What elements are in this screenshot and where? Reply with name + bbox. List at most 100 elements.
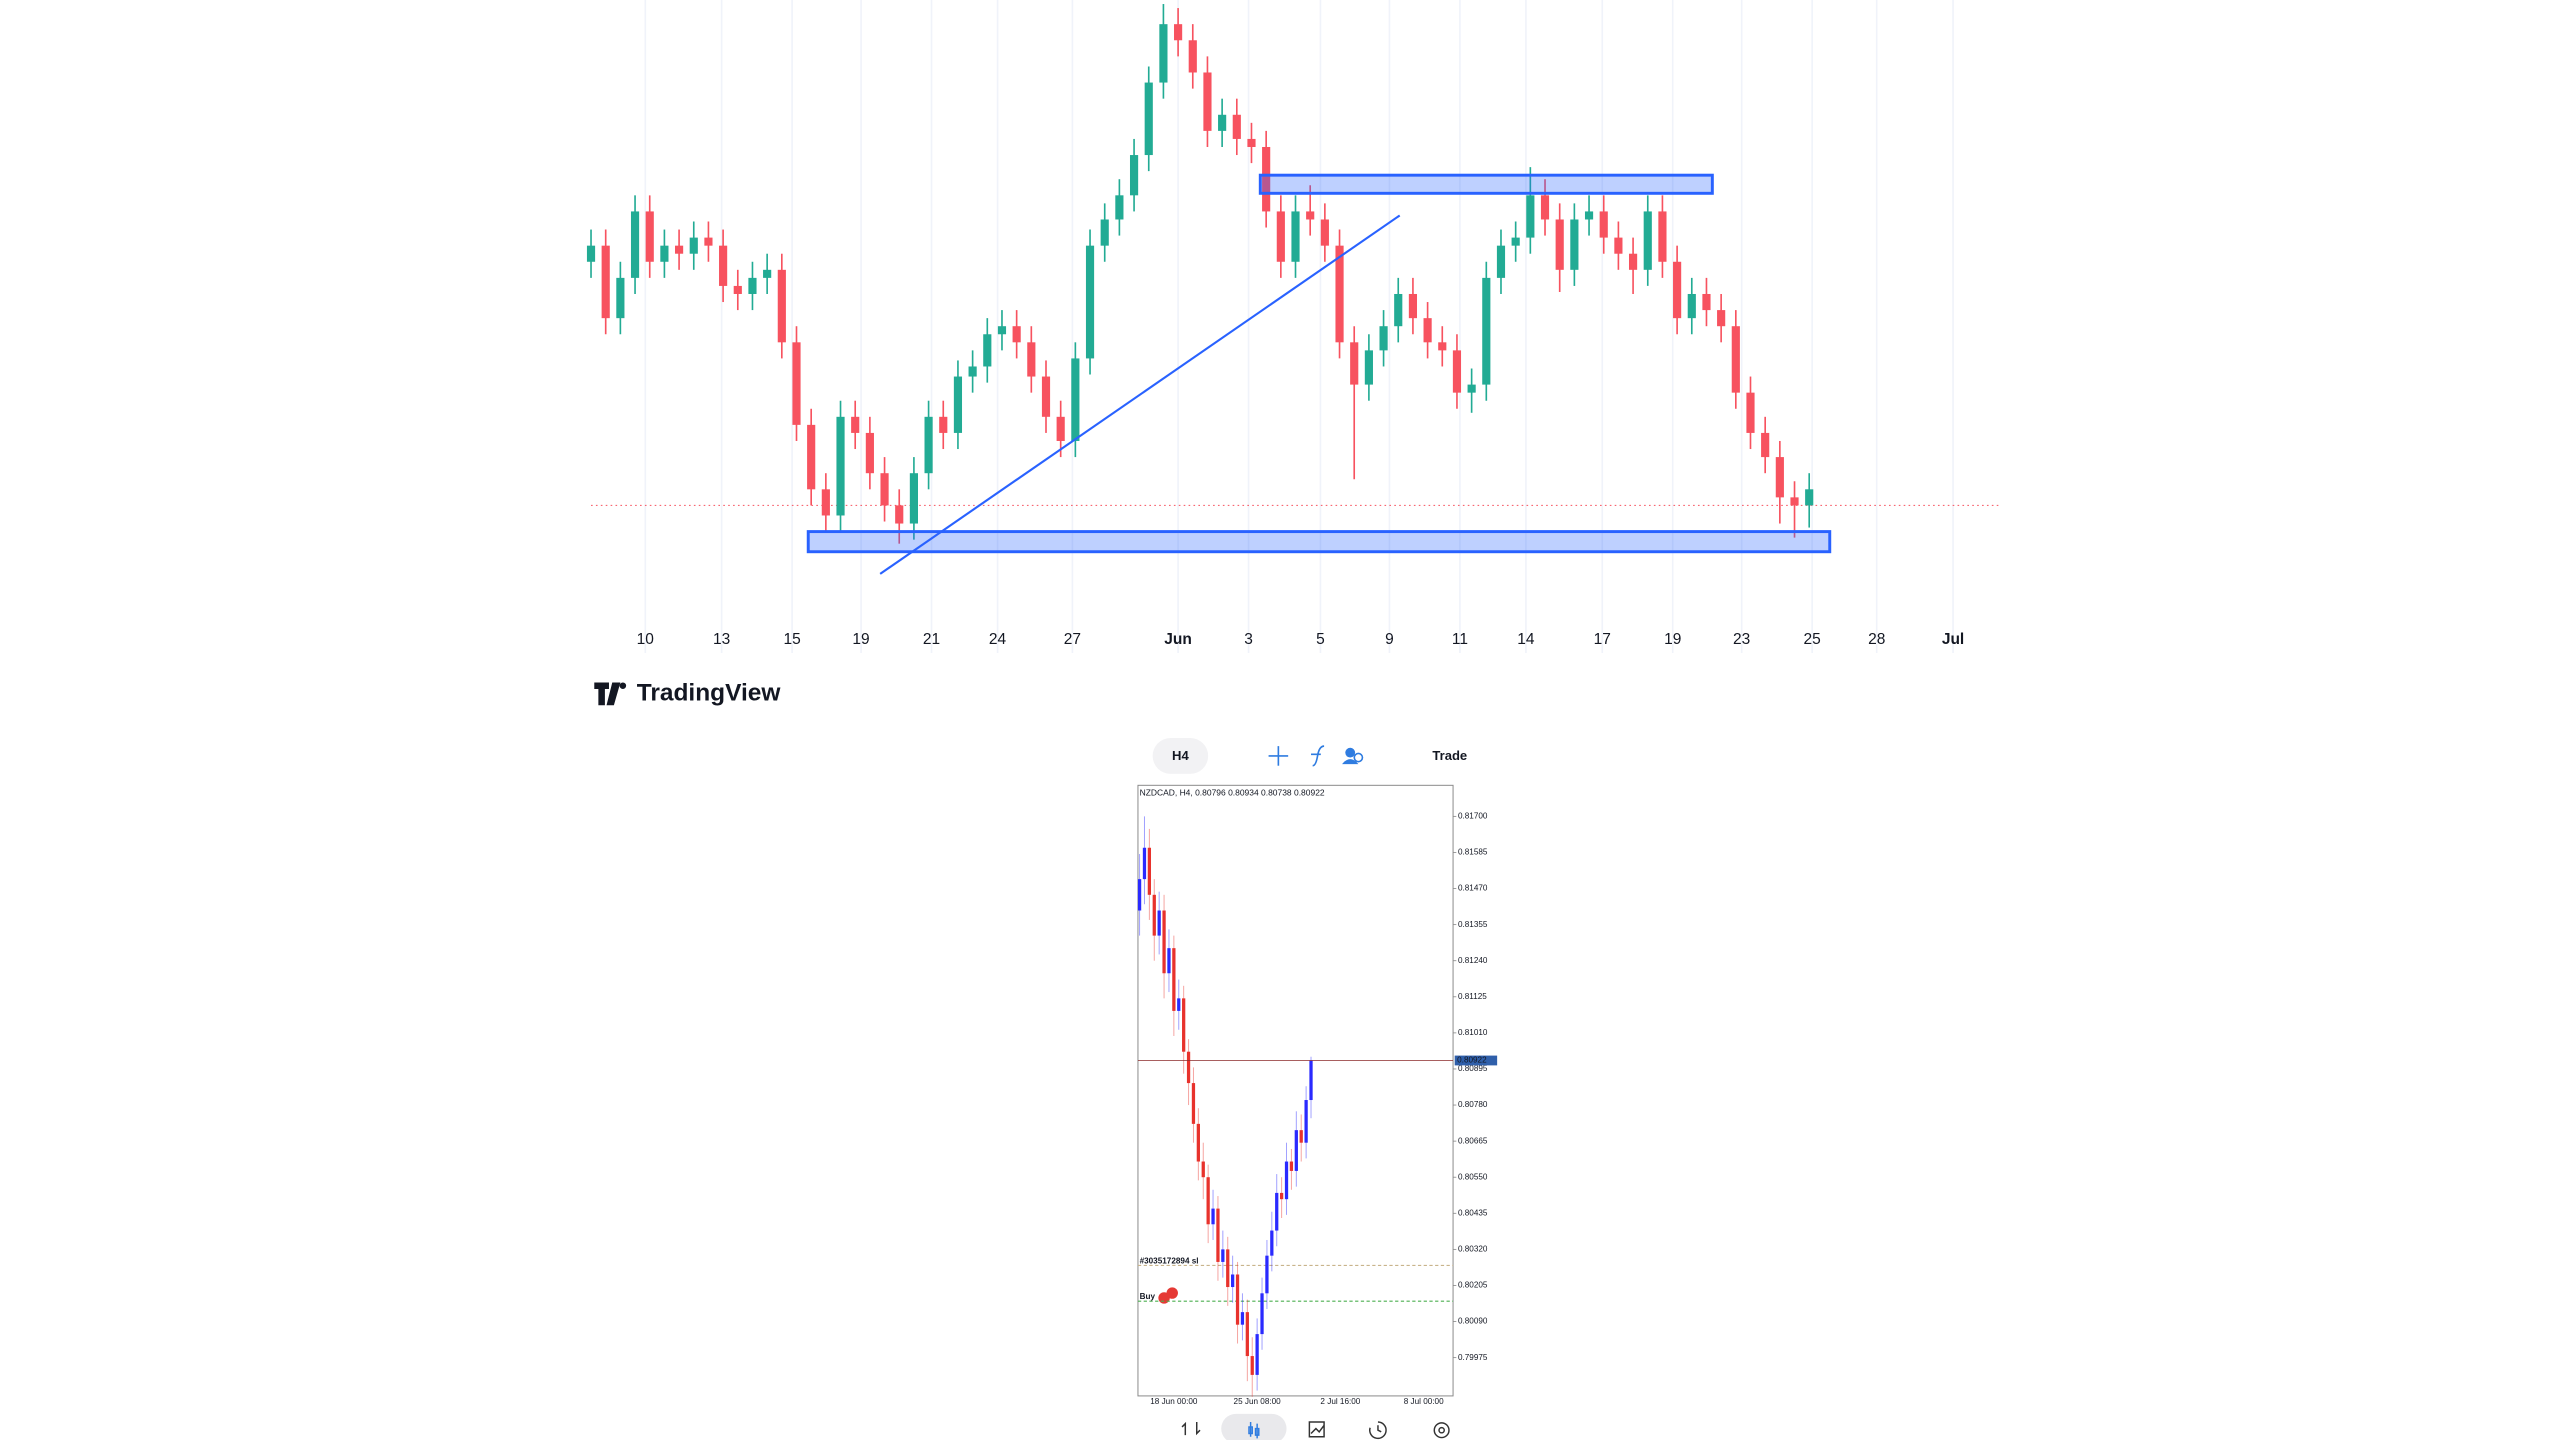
- candle-body: [909, 473, 918, 524]
- candle-body: [733, 285, 742, 294]
- candle-body: [1162, 910, 1166, 974]
- candle-body: [675, 245, 684, 254]
- candle-body: [880, 473, 889, 506]
- y-tick-label: 0.80550: [1458, 1172, 1488, 1181]
- candle-body: [1452, 350, 1462, 393]
- y-tick-label: 0.81470: [1458, 884, 1488, 893]
- x-tick-label: 21: [923, 631, 940, 648]
- candle-body: [895, 505, 904, 524]
- x-tick-label: 17: [1594, 631, 1611, 648]
- candle-body: [1731, 326, 1740, 393]
- candle-body: [645, 211, 654, 262]
- nav-settings-icon[interactable]: [1433, 1422, 1450, 1439]
- x-tick-label: 25 Jun 08:00: [1234, 1397, 1282, 1406]
- x-tick-label: 5: [1316, 631, 1325, 648]
- x-tick-label: 10: [637, 631, 655, 648]
- candle-body: [1100, 219, 1109, 246]
- y-tick-label: 0.80090: [1458, 1317, 1488, 1326]
- objects-icon[interactable]: [1342, 747, 1364, 765]
- candle-body: [1056, 416, 1065, 441]
- candle-body: [1218, 114, 1227, 131]
- x-tick-label: 14: [1517, 631, 1535, 648]
- crosshair-icon[interactable]: [1268, 746, 1289, 766]
- candle-body: [1790, 497, 1799, 506]
- x-tick-label: 11: [1452, 631, 1468, 648]
- nav-quotes-icon[interactable]: [1181, 1421, 1201, 1436]
- logo-icon: [619, 682, 627, 689]
- candle-body: [1304, 1100, 1308, 1143]
- candle-body: [586, 245, 596, 262]
- order-label: Buy: [1140, 1292, 1156, 1301]
- candle-body: [1216, 1208, 1220, 1262]
- candle-body: [1599, 211, 1608, 238]
- candle-body: [1717, 310, 1726, 327]
- y-tick-label: 0.80320: [1458, 1245, 1488, 1254]
- candle-body: [660, 245, 669, 262]
- indicators-icon[interactable]: [1311, 745, 1325, 767]
- candle-body: [1188, 40, 1197, 73]
- candle-body: [807, 424, 816, 490]
- logo-icon: [594, 682, 609, 706]
- x-tick-label: 9: [1385, 631, 1394, 648]
- nav-trade-icon[interactable]: [1308, 1421, 1325, 1438]
- timeframe-label: H4: [1172, 748, 1189, 763]
- candle-body: [1167, 948, 1171, 974]
- x-tick-label: 19: [1664, 631, 1681, 648]
- candle-body: [1182, 998, 1186, 1052]
- candle-body: [630, 211, 640, 278]
- candle-body: [1526, 195, 1535, 238]
- candle-body: [1235, 1274, 1240, 1325]
- nav-settings-icon[interactable]: [1438, 1426, 1445, 1434]
- candle-body: [1085, 245, 1095, 359]
- candle-body: [1279, 1192, 1284, 1200]
- candle-body: [1511, 237, 1520, 246]
- mobile-nav: [1181, 1413, 1450, 1440]
- candle-body: [1746, 392, 1755, 433]
- nav-history-icon[interactable]: [1369, 1421, 1387, 1440]
- candle-body: [1191, 1083, 1196, 1124]
- trade-button[interactable]: [1413, 737, 1486, 774]
- nav-chart-icon[interactable]: [1248, 1422, 1260, 1439]
- candle-body: [1482, 277, 1491, 385]
- candle-body: [1177, 998, 1181, 1011]
- candle-body: [997, 326, 1007, 335]
- x-tick-label: 19: [852, 631, 869, 648]
- candle-body: [1144, 82, 1153, 156]
- x-tick-label: 2 Jul 16:00: [1320, 1397, 1360, 1406]
- x-tick-label: 3: [1244, 631, 1253, 648]
- candle-body: [1027, 342, 1036, 377]
- candle-body: [1335, 245, 1344, 343]
- candle-body: [1284, 1161, 1289, 1200]
- last-price-tag: [1454, 1055, 1498, 1066]
- y-tick-label: 0.80205: [1458, 1281, 1488, 1290]
- x-tick-label: 24: [989, 631, 1007, 648]
- candle-body: [836, 416, 845, 516]
- y-tick-label: 0.81010: [1458, 1028, 1488, 1037]
- candle-body: [689, 237, 698, 254]
- candle-body: [1276, 211, 1285, 262]
- candle-body: [1555, 219, 1564, 270]
- candle-body: [1226, 1249, 1230, 1288]
- timeframe-button[interactable]: [1152, 737, 1209, 774]
- y-tick-label: 0.81125: [1458, 992, 1487, 1001]
- y-tick-label: 0.81240: [1458, 956, 1488, 965]
- trendline: [879, 214, 1401, 575]
- candle-body: [1299, 1130, 1303, 1143]
- candle-body: [1761, 432, 1770, 458]
- candle-body: [1467, 384, 1476, 393]
- x-tick-label: Jun: [1164, 631, 1192, 648]
- candle-body: [1260, 1293, 1264, 1335]
- y-tick-label: 0.81585: [1458, 848, 1488, 857]
- x-tick-label: 25: [1804, 631, 1821, 648]
- candle-body: [1658, 211, 1667, 262]
- candles: [1137, 816, 1313, 1397]
- candle-body: [719, 245, 728, 286]
- candle-body: [1172, 948, 1176, 1011]
- mobile-chart-title: NZDCAD, H4, 0.80796 0.80934 0.80738 0.80…: [1140, 788, 1325, 798]
- zone: [1258, 173, 1714, 195]
- x-tick-label: 13: [713, 631, 730, 648]
- candle-body: [1157, 910, 1161, 936]
- candle-body: [1232, 114, 1241, 139]
- order-label: #3035172894 sl: [1140, 1256, 1199, 1265]
